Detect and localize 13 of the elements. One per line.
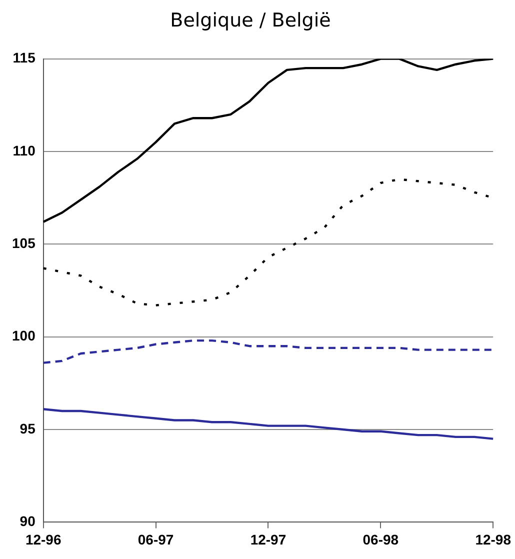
- line-series: [42, 339, 494, 364]
- x-tick-label: 06-97: [138, 531, 174, 548]
- y-tick-label: 95: [20, 420, 36, 436]
- y-tick-label: 105: [12, 235, 36, 252]
- chart-title: Belgique / België: [170, 9, 331, 32]
- x-tick-label: 12-98: [475, 531, 512, 548]
- y-tick-label: 100: [12, 328, 36, 344]
- y-tick-label: 90: [20, 513, 36, 530]
- x-tick-label: 12-96: [25, 531, 62, 548]
- x-tick-label: 06-98: [362, 531, 399, 548]
- y-tick-label: 115: [12, 50, 36, 66]
- x-tick-label: 12-97: [250, 531, 286, 548]
- y-tick-label: 110: [12, 142, 36, 158]
